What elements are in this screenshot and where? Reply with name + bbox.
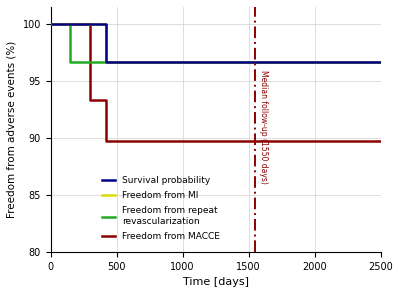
Freedom from repeat
revascularization [48, 22, 53, 26]
X-axis label: Time [days]: Time [days] [183, 277, 249, 287]
Text: Median follow-up (1550 days): Median follow-up (1550 days) [258, 70, 268, 183]
Freedom from MACCE [104, 98, 108, 102]
Freedom from MI [104, 22, 108, 26]
Freedom from MACCE [48, 22, 53, 26]
Line: Survival probability: Survival probability [50, 24, 381, 62]
Freedom from MI [378, 60, 383, 64]
Freedom from MACCE [378, 140, 383, 143]
Survival probability [104, 22, 108, 26]
Survival probability [48, 22, 53, 26]
Y-axis label: Freedom from adverse events (%): Freedom from adverse events (%) [7, 41, 17, 218]
Legend: Survival probability, Freedom from MI, Freedom from repeat
revascularization, Fr: Survival probability, Freedom from MI, F… [98, 172, 224, 245]
Freedom from repeat
revascularization [68, 22, 73, 26]
Survival probability [104, 60, 108, 64]
Survival probability [378, 60, 383, 64]
Freedom from MACCE [104, 140, 108, 143]
Freedom from MI [48, 22, 53, 26]
Freedom from MACCE [88, 22, 93, 26]
Line: Freedom from repeat
revascularization: Freedom from repeat revascularization [50, 24, 381, 62]
Freedom from MACCE [88, 98, 93, 102]
Line: Freedom from MACCE: Freedom from MACCE [50, 24, 381, 141]
Freedom from repeat
revascularization [378, 60, 383, 64]
Freedom from repeat
revascularization [68, 60, 73, 64]
Freedom from MI [104, 60, 108, 64]
Line: Freedom from MI: Freedom from MI [50, 24, 381, 62]
